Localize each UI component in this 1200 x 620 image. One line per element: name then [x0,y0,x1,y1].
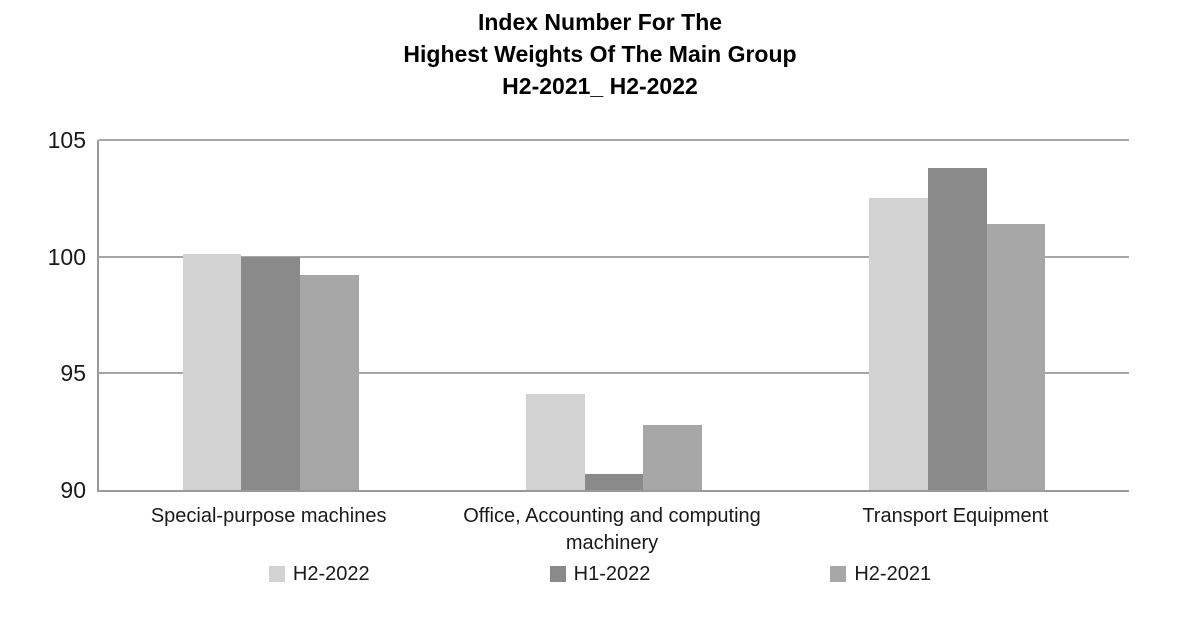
chart-title: Index Number For The Highest Weights Of … [0,6,1200,102]
plot-area [97,139,1129,492]
bar-h2-2021 [986,224,1046,490]
legend-label: H1-2022 [573,563,651,585]
chart-title-line-3: H2-2021_ H2-2022 [502,73,698,99]
bar-h1-2022 [928,168,987,490]
y-axis-tick-label: 105 [47,127,86,153]
gridline [99,255,1129,258]
category-label: Office, Accounting and computing machine… [463,505,761,554]
bar-h2-2022 [182,254,242,490]
bar-h1-2022 [241,256,300,490]
legend-swatch-icon [830,566,847,582]
legend-swatch-icon [268,566,285,582]
bar-h2-2022 [869,198,928,490]
legend: H2-2022 H1-2022 H2-2021 [0,564,1200,584]
legend-item: H2-2022 [268,563,370,585]
bar-h2-2021 [643,424,703,490]
bar-h2-2022 [526,394,585,490]
legend-item: H1-2022 [549,563,651,585]
category-label: Special-purpose machines [150,505,387,527]
y-axis-tick-label: 95 [60,360,86,387]
gridline [99,372,1129,375]
legend-item: H2-2021 [830,564,931,584]
legend-swatch-icon [549,566,566,582]
bar-group [526,140,703,490]
y-axis-tick-label: 100 [47,243,86,270]
gridline [99,139,1129,141]
bar-h1-2022 [584,473,644,490]
y-axis-tick-label: 90 [60,477,86,503]
bar-group [182,140,359,490]
bar-group [869,140,1046,490]
chart-title-line-2: Highest Weights Of The Main Group [403,41,797,67]
category-label: Transport Equipment [862,505,1049,527]
chart-title-line-1: Index Number For The [477,9,723,35]
legend-label: H2-2022 [292,563,370,585]
legend-label: H2-2021 [854,563,932,585]
bar-h2-2021 [300,275,359,490]
